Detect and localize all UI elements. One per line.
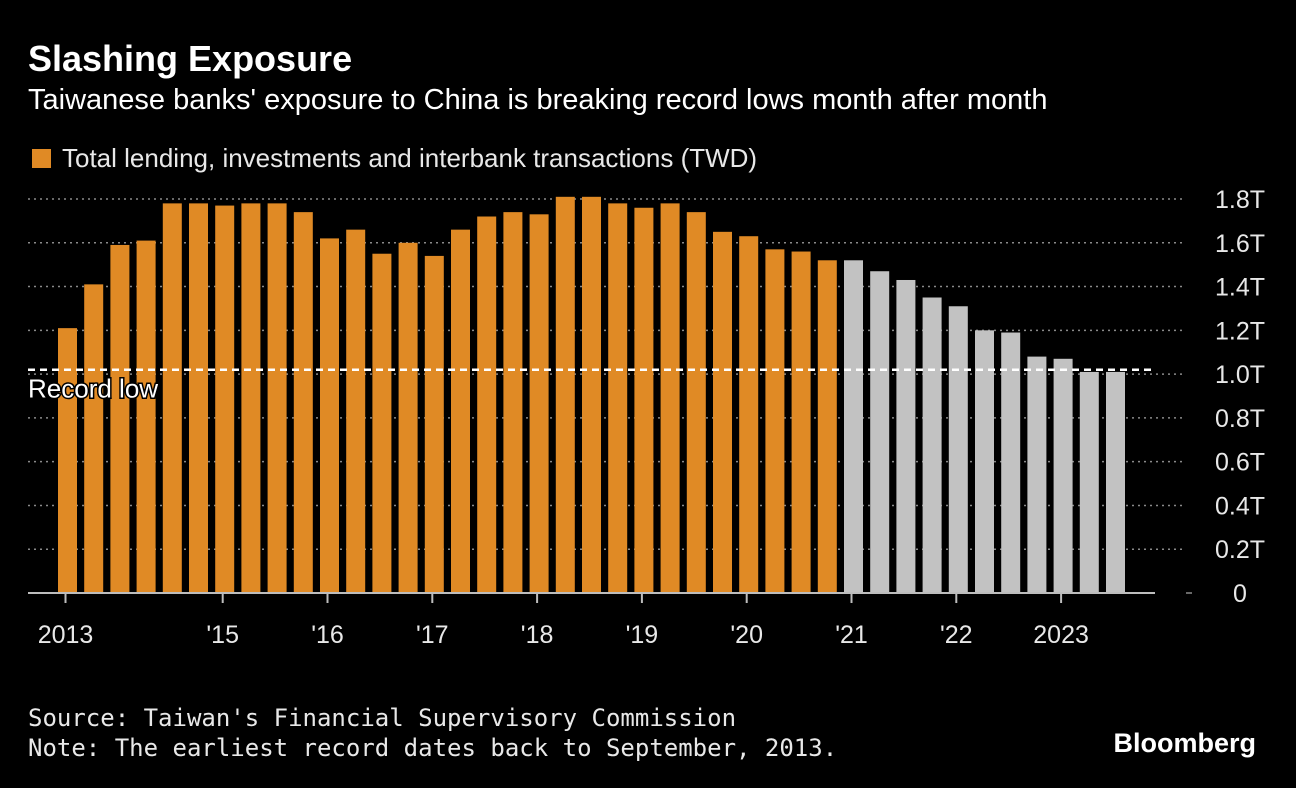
bar (844, 260, 863, 593)
bar (713, 231, 732, 594)
record-low-label: Record low (28, 374, 158, 404)
y-tick-label: 1.6T (1215, 230, 1265, 258)
bar (817, 260, 837, 593)
bar (398, 242, 418, 593)
bar (948, 306, 968, 593)
bar (267, 203, 287, 593)
legend-swatch (32, 149, 51, 168)
legend-label: Total lending, investments and interbank… (62, 143, 758, 173)
y-tick-label: 0.8T (1215, 405, 1265, 433)
y-tick-label: 1.0T (1215, 361, 1265, 389)
bar (686, 212, 706, 593)
bar (477, 216, 497, 593)
x-tick-label: '17 (416, 621, 449, 649)
bar (870, 271, 890, 593)
bar (1079, 371, 1099, 593)
y-tick-label: 0.2T (1215, 536, 1265, 564)
bar (451, 229, 470, 593)
bar (922, 297, 942, 593)
bar (1027, 356, 1047, 593)
bar (608, 203, 628, 593)
footnote: Note: The earliest record dates back to … (28, 734, 838, 762)
bar (84, 284, 104, 593)
bloomberg-logo: Bloomberg (1113, 728, 1256, 758)
bar (555, 196, 575, 594)
bar (136, 240, 156, 594)
bar (346, 229, 366, 593)
y-tick-label: 1.8T (1215, 186, 1265, 214)
bar (634, 207, 654, 593)
y-tick-label: 1.2T (1215, 317, 1265, 345)
bar (529, 214, 549, 594)
bar (372, 253, 392, 593)
bar (765, 249, 785, 593)
bar (215, 205, 235, 594)
bar-chart: 0 0.2T 0.4T 0.6T 0.8T 1.0T 1.2T 1.4T 1.6T 1.8T 201… (27, 186, 1266, 649)
x-tick-label: '22 (940, 621, 973, 649)
bar (424, 255, 444, 593)
x-tick-label: '21 (835, 621, 868, 649)
source-note: Source: Taiwan's Financial Supervisory C… (28, 704, 737, 732)
legend: Total lending, investments and interbank… (32, 143, 757, 174)
chart-subtitle: Taiwanese banks' exposure to China is br… (28, 84, 1048, 116)
bar (791, 251, 811, 594)
y-tick-label: 0 (1233, 580, 1247, 608)
x-tick-label: '19 (626, 621, 659, 649)
bar (739, 236, 759, 593)
bar (320, 238, 339, 593)
bar (1053, 358, 1073, 593)
y-tick-label: 0.6T (1215, 449, 1265, 477)
x-tick-label: 2023 (1033, 621, 1089, 649)
bar (582, 196, 601, 594)
bar (660, 203, 680, 593)
x-tick-label: '16 (311, 621, 344, 649)
bar (241, 203, 261, 593)
bar (58, 328, 77, 593)
bar (162, 203, 182, 593)
x-tick-label: '20 (730, 621, 763, 649)
bar (110, 244, 130, 593)
x-tick-label: 2013 (38, 621, 94, 649)
bar (503, 212, 523, 593)
x-tick-label: '15 (206, 621, 239, 649)
y-tick-label: 0.4T (1215, 492, 1265, 520)
x-tick-label: '18 (521, 621, 554, 649)
bar (896, 279, 916, 593)
bar (189, 203, 208, 593)
bar (1106, 371, 1125, 593)
bar (975, 330, 994, 593)
chart-title: Slashing Exposure (28, 38, 353, 79)
bar (1001, 332, 1021, 593)
bar (293, 212, 313, 593)
y-tick-label: 1.4T (1215, 274, 1265, 302)
